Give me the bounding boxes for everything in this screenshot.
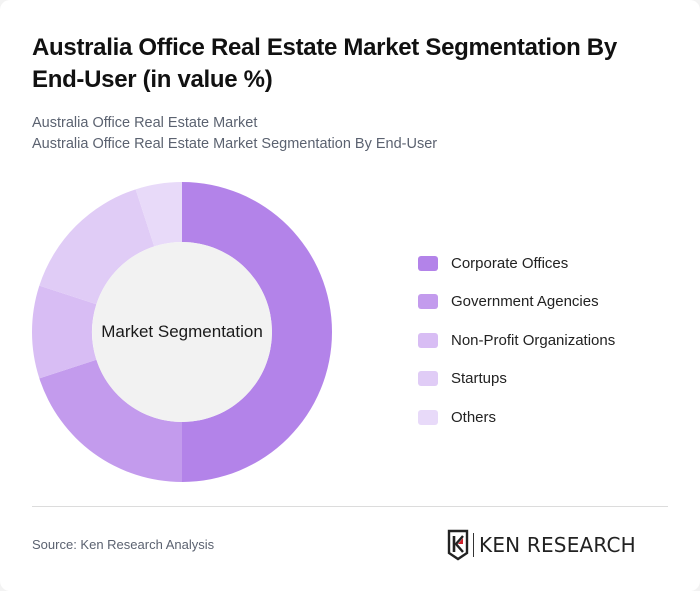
subtitle-segmentation: Australia Office Real Estate Market Segm… <box>32 136 438 152</box>
donut-segment-non-profit-organizations[interactable] <box>32 285 97 379</box>
donut-segment-others[interactable] <box>135 182 182 247</box>
donut-center <box>92 242 272 422</box>
legend-swatch <box>418 409 438 425</box>
legend-label: Startups <box>451 370 507 388</box>
legend-label: Others <box>451 408 497 426</box>
legend-swatch <box>418 371 438 387</box>
legend-item-startups[interactable]: Startups <box>418 360 615 399</box>
legend-swatch <box>418 332 438 348</box>
logo-separator <box>473 533 474 557</box>
legend-label: Government Agencies <box>451 293 599 311</box>
footer-divider <box>32 506 668 507</box>
legend-item-corporate-offices[interactable]: Corporate Offices <box>418 244 615 283</box>
donut-segment-startups[interactable] <box>39 189 155 305</box>
subtitle-market: Australia Office Real Estate Market <box>32 115 258 131</box>
legend-label: Non-Profit Organizations <box>451 331 616 349</box>
ken-research-logo-icon <box>447 529 469 561</box>
chart-subtitle: Australia Office Real Estate Market Aust… <box>32 113 437 155</box>
legend-item-government-agencies[interactable]: Government Agencies <box>418 283 615 322</box>
donut-center-label: Market Segmentation <box>101 322 263 341</box>
legend-item-non-profit-organizations[interactable]: Non-Profit Organizations <box>418 321 615 360</box>
chart-title: Australia Office Real Estate Market Segm… <box>32 34 617 93</box>
legend-label: Corporate Offices <box>451 254 569 272</box>
legend-item-others[interactable]: Others <box>418 398 615 437</box>
donut-chart <box>32 182 332 482</box>
logo-wordmark: KEN RESEARCH <box>479 533 636 557</box>
source-note: Source: Ken Research Analysis <box>32 537 215 552</box>
donut-segment-corporate-offices[interactable] <box>182 182 332 482</box>
legend-swatch <box>418 294 438 310</box>
donut-segment-government-agencies[interactable] <box>39 359 182 482</box>
ken-research-logo: KEN RESEARCH <box>447 529 636 561</box>
chart-legend: Corporate Offices Government Agencies Non-… <box>418 244 615 437</box>
legend-swatch <box>418 255 438 271</box>
